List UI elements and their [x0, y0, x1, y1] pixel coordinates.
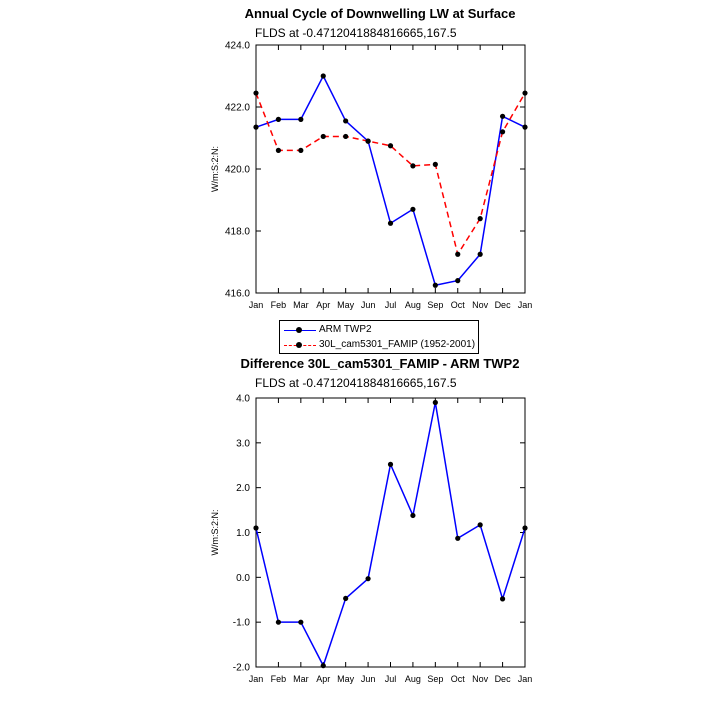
chart2-y-tick-label: 1.0 [236, 528, 250, 539]
legend-item-arm: ARM TWP2 [280, 323, 478, 337]
chart2-x-tick-label: Jun [361, 674, 376, 684]
chart1-series-1-point [298, 147, 304, 153]
chart1-series-1-point [522, 90, 528, 96]
chart2-x-tick-label: May [337, 674, 355, 684]
chart2-series-0-line [255, 402, 526, 668]
chart2-x-tick-label: Jan [518, 674, 533, 684]
chart2-y-tick-label: -1.0 [233, 618, 251, 629]
chart2-series-0-point [253, 525, 259, 531]
chart2-series-0-point [365, 576, 371, 582]
chart2-x-tick-label: Jul [385, 674, 397, 684]
chart1-legend: ARM TWP2 30L_cam5301_FAMIP (1952-2001) [279, 320, 479, 354]
chart1-x-tick-label: Sep [427, 300, 443, 310]
chart1-series-1-point [320, 133, 326, 140]
chart2-x-tick-label: Oct [451, 674, 466, 684]
chart2-x-tick-label: Apr [316, 674, 330, 684]
chart2-y-tick-label: 3.0 [236, 438, 250, 449]
chart1-x-tick-label: Apr [316, 300, 330, 310]
chart1-series-1-point [499, 129, 506, 135]
chart1-series-1-point [410, 163, 416, 169]
chart2-series-0-point [455, 535, 461, 541]
chart2-x-tick-label: Aug [405, 674, 421, 684]
chart2-series-0-point [387, 461, 394, 467]
chart2-series-0-point [410, 512, 416, 519]
chart1-series-0-point [432, 282, 438, 288]
chart1-y-tick-label: 416.0 [225, 289, 250, 300]
chart2-x-tick-label: Mar [293, 674, 309, 684]
chart2-y-tick-label: -2.0 [233, 663, 251, 674]
chart1-series-0-point [387, 220, 394, 226]
chart1-series-0-point [410, 206, 416, 212]
chart1-series-0-point [455, 278, 461, 284]
chart1-series-0-point [522, 124, 528, 130]
chart2-series-0-point [275, 619, 282, 625]
chart1-x-tick-label: Jul [385, 300, 397, 310]
chart1-y-tick-label: 420.0 [225, 165, 250, 176]
chart1-series-0-point [320, 73, 326, 79]
chart1-y-tick-label: 424.0 [225, 41, 250, 52]
chart1-title: Annual Cycle of Downwelling LW at Surfac… [244, 6, 516, 21]
legend-marker [296, 327, 302, 333]
chart1-series-0-point [298, 116, 304, 122]
legend-item-cam: 30L_cam5301_FAMIP (1952-2001) [280, 338, 478, 352]
chart2-y-tick-label: 0.0 [236, 573, 250, 584]
chart2-y-axis-label: W/m:S:2:N: [210, 509, 220, 555]
chart2-x-tick-label: Jan [249, 674, 264, 684]
chart1-x-tick-label: Jan [249, 300, 264, 310]
chart2-y-tick-label: 4.0 [236, 394, 250, 405]
chart2-series-0-point [522, 525, 528, 531]
chart1-series-1-point [275, 147, 282, 153]
chart1-series-1-point [253, 90, 259, 96]
chart2-series-0-point [477, 522, 483, 528]
chart2-frame [255, 397, 526, 668]
chart1-subtitle: FLDS at -0.4712041884816665,167.5 [255, 26, 457, 40]
legend-label-cam: 30L_cam5301_FAMIP (1952-2001) [319, 339, 476, 350]
chart1-series-0-point [477, 251, 483, 257]
chart2-title: Difference 30L_cam5301_FAMIP - ARM TWP2 [240, 356, 520, 371]
chart1-x-tick-label: Nov [472, 300, 489, 310]
chart1-x-tick-label: May [337, 300, 355, 310]
chart1-plot: Jan Feb Mar Apr May Jun Jul Aug Sep Oct Nov Dec Jan4… [210, 41, 533, 311]
chart2-x-tick-label: Sep [427, 674, 443, 684]
chart1-series-0-point [343, 118, 349, 124]
chart2-x-tick-label: Dec [495, 674, 512, 684]
chart1-series-0-point [499, 113, 506, 119]
chart1-x-tick-label: Jun [361, 300, 376, 310]
chart1-y-axis-label: W/m:S:2:N: [210, 146, 220, 192]
chart1-series-1-point [477, 216, 483, 222]
chart2-series-0-point [499, 596, 506, 602]
chart1-x-tick-label: Dec [495, 300, 512, 310]
chart1-x-tick-label: Jan [518, 300, 533, 310]
chart1-series-0-point [275, 116, 282, 122]
chart1-series-1-point [432, 161, 438, 167]
chart1-x-tick-label: Oct [451, 300, 466, 310]
legend-marker [296, 342, 302, 348]
chart1-y-tick-label: 422.0 [225, 103, 250, 114]
legend-label-arm: ARM TWP2 [319, 324, 372, 335]
chart1-series-0-point [253, 124, 259, 130]
chart2-series-0-point [343, 595, 349, 602]
chart1-x-tick-label: Mar [293, 300, 309, 310]
chart2-y-tick-label: 2.0 [236, 483, 250, 494]
chart2-series-0-point [320, 663, 326, 669]
chart2-series-0-point [432, 399, 438, 406]
chart2-x-tick-label: Nov [472, 674, 489, 684]
chart1-series-1-point [455, 251, 461, 257]
chart1-x-tick-label: Feb [271, 300, 287, 310]
chart1-series-1-point [387, 143, 394, 149]
chart2-subtitle: FLDS at -0.4712041884816665,167.5 [255, 376, 457, 390]
chart2-series-0-point [298, 619, 304, 625]
chart2-x-tick-label: Feb [271, 674, 287, 684]
chart1-series-1-point [343, 133, 349, 140]
chart1-x-tick-label: Aug [405, 300, 421, 310]
chart1-y-tick-label: 418.0 [225, 227, 250, 238]
chart1-series-1-point [365, 138, 371, 144]
